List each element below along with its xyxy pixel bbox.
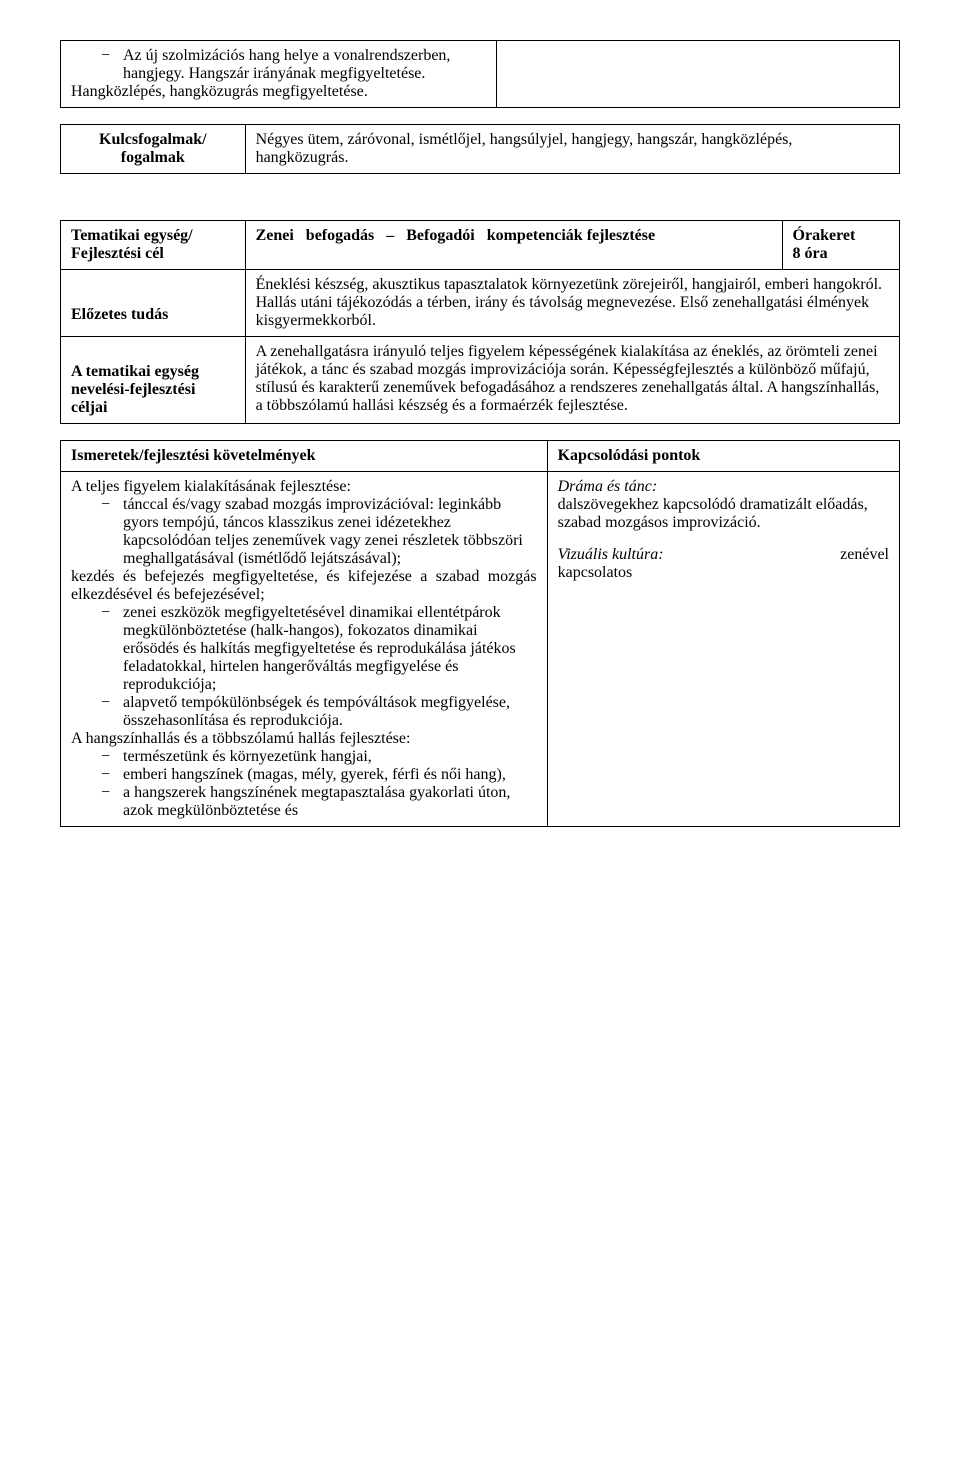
text: A tematikai egység nevelési-fejlesztési …: [71, 343, 235, 417]
text: a hangszerek hangszínének megtapasztalás…: [123, 784, 537, 820]
text: dalszövegekhez kapcsolódó dramatizált el…: [558, 496, 868, 531]
text: A zenehallgatásra irányuló teljes figyel…: [256, 343, 880, 414]
text: Előzetes tudás: [71, 276, 235, 324]
list-item: − tánccal és/vagy szabad mozgás improviz…: [71, 496, 537, 568]
text: kapcsolatos: [558, 564, 889, 582]
ismeretek-right-cell: Dráma és tánc: dalszövegekhez kapcsolódó…: [547, 472, 899, 827]
text: tánccal és/vagy szabad mozgás improvizác…: [123, 496, 537, 568]
text: zenével: [840, 546, 889, 564]
list-item: − természetünk és környezetünk hangjai,: [71, 748, 537, 766]
text: emberi hangszínek (magas, mély, gyerek, …: [123, 766, 506, 784]
kulcs-value: Négyes ütem, záróvonal, ismétlőjel, hang…: [256, 131, 793, 166]
tematikai-table: Tematikai egység/ Fejlesztési cél Zenei …: [60, 220, 900, 424]
tematikai-r3-left: A tematikai egység nevelési-fejlesztési …: [61, 337, 246, 424]
text: Órakeret8 óra: [793, 227, 889, 263]
text: A hangszínhallás és a többszólamú hallás…: [71, 730, 537, 748]
text: Éneklési készség, akusztikus tapasztalat…: [256, 276, 882, 329]
text: Hangközlépés, hangközugrás megfigyelteté…: [71, 83, 486, 101]
tematikai-r1-left: Tematikai egység/ Fejlesztési cél: [61, 221, 246, 270]
text: A teljes figyelem kialakításának fejlesz…: [71, 478, 537, 496]
ismeretek-header-right: Kapcsolódási pontok: [547, 441, 899, 472]
top-right-cell: [497, 41, 900, 108]
text: Dráma és tánc: dalszövegekhez kapcsolódó…: [558, 478, 889, 532]
text: Az új szolmizációs hang helye a vonalren…: [123, 47, 486, 83]
italic-text: Vizuális kultúra:: [558, 546, 664, 564]
text: természetünk és környezetünk hangjai,: [123, 748, 372, 766]
dash-icon: −: [101, 604, 123, 694]
kulcs-label: Kulcsfogalmak/fogalmak: [71, 131, 235, 167]
kulcs-table: Kulcsfogalmak/fogalmak Négyes ütem, záró…: [60, 124, 900, 174]
ismeretek-left-cell: A teljes figyelem kialakításának fejlesz…: [61, 472, 548, 827]
list-item: − alapvető tempókülönbségek és tempóvált…: [71, 694, 537, 730]
text: kezdés és befejezés megfigyeltetése, és …: [71, 568, 537, 604]
tematikai-r1-mid: Zenei befogadás – Befogadói kompetenciák…: [245, 221, 782, 270]
top-left-cell: − Az új szolmizációs hang helye a vonalr…: [61, 41, 497, 108]
tematikai-r1-right: Órakeret8 óra: [782, 221, 899, 270]
text: alapvető tempókülönbségek és tempóváltás…: [123, 694, 537, 730]
ismeretek-header-left: Ismeretek/fejlesztési követelmények: [61, 441, 548, 472]
text: Tematikai egység/ Fejlesztési cél: [71, 227, 235, 263]
text: Ismeretek/fejlesztési követelmények: [71, 447, 316, 464]
text-row: Vizuális kultúra: zenével: [558, 546, 889, 564]
italic-text: Dráma és tánc:: [558, 478, 658, 495]
list-item: − Az új szolmizációs hang helye a vonalr…: [71, 47, 486, 83]
dash-icon: −: [101, 766, 123, 784]
dash-icon: −: [101, 496, 123, 568]
tematikai-r2-left: Előzetes tudás: [61, 270, 246, 337]
ismeretek-table: Ismeretek/fejlesztési követelmények Kapc…: [60, 440, 900, 827]
kulcs-value-cell: Négyes ütem, záróvonal, ismétlőjel, hang…: [245, 125, 899, 174]
top-table: − Az új szolmizációs hang helye a vonalr…: [60, 40, 900, 108]
dash-icon: −: [101, 784, 123, 820]
text: Zenei befogadás – Befogadói kompetenciák…: [256, 227, 656, 244]
text: Kapcsolódási pontok: [558, 447, 701, 464]
list-item: − zenei eszközök megfigyeltetésével dina…: [71, 604, 537, 694]
kulcs-label-cell: Kulcsfogalmak/fogalmak: [61, 125, 246, 174]
dash-icon: −: [101, 748, 123, 766]
dash-icon: −: [101, 694, 123, 730]
list-item: − emberi hangszínek (magas, mély, gyerek…: [71, 766, 537, 784]
tematikai-r2-right: Éneklési készség, akusztikus tapasztalat…: [245, 270, 899, 337]
dash-icon: −: [101, 47, 123, 83]
list-item: − a hangszerek hangszínének megtapasztal…: [71, 784, 537, 820]
text: zenei eszközök megfigyeltetésével dinami…: [123, 604, 537, 694]
tematikai-r3-right: A zenehallgatásra irányuló teljes figyel…: [245, 337, 899, 424]
